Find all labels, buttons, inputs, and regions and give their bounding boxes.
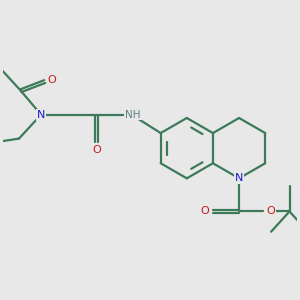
Text: O: O xyxy=(92,146,100,155)
Text: N: N xyxy=(37,110,45,120)
Text: O: O xyxy=(267,206,275,217)
Text: O: O xyxy=(48,75,56,85)
Text: NH: NH xyxy=(125,110,141,120)
Text: N: N xyxy=(235,173,243,183)
Text: O: O xyxy=(201,206,210,217)
